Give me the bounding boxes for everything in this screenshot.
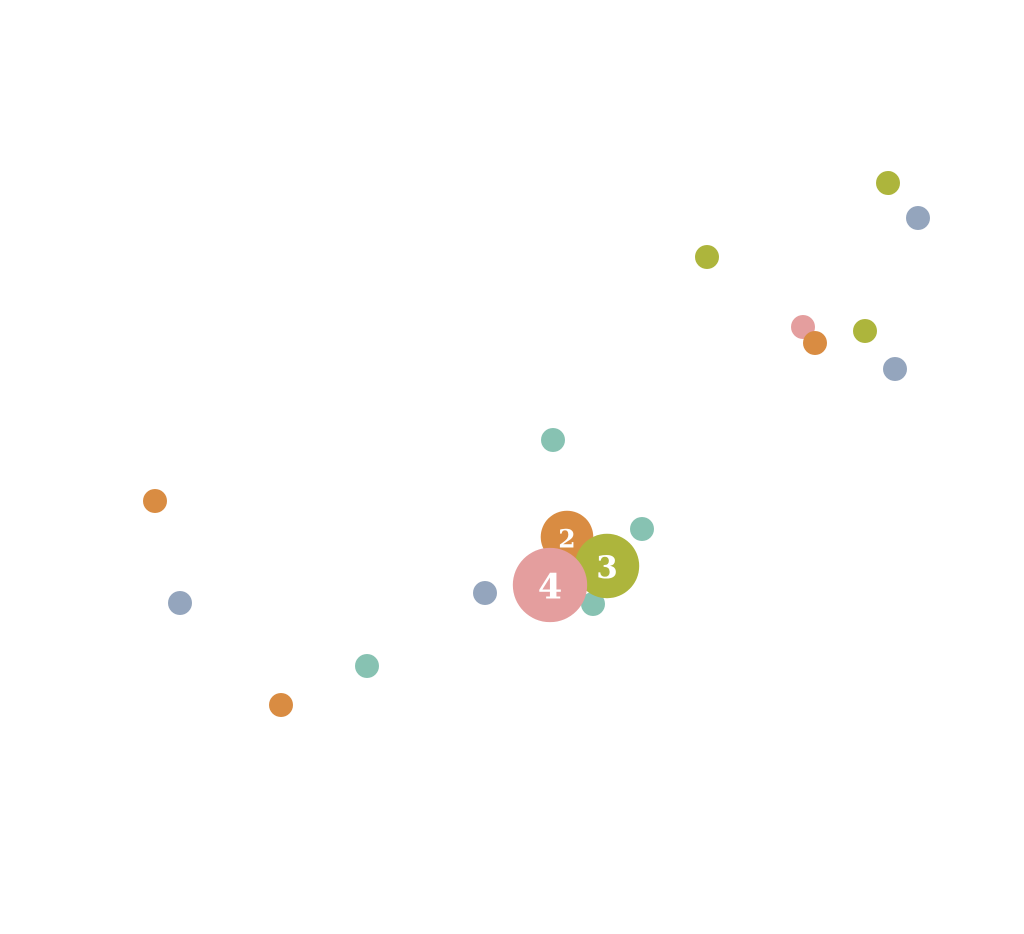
data-point-6 (541, 428, 565, 452)
data-point-4 (355, 654, 379, 678)
data-point-11 (803, 331, 827, 355)
data-point-5 (473, 581, 497, 605)
clusters-layer: 234 (512, 510, 640, 623)
data-point-2 (168, 591, 192, 615)
data-point-12 (853, 319, 877, 343)
cluster-marker-4: 4 (512, 547, 588, 623)
cluster-count-label: 4 (538, 567, 562, 608)
data-point-15 (906, 206, 930, 230)
cluster-count-label: 2 (558, 525, 575, 554)
data-point-9 (695, 245, 719, 269)
points-layer (143, 171, 930, 717)
cluster-circle (574, 533, 640, 599)
data-point-14 (876, 171, 900, 195)
data-point-1 (143, 489, 167, 513)
data-point-8 (630, 517, 654, 541)
data-point-3 (269, 693, 293, 717)
data-point-7 (581, 592, 605, 616)
data-point-13 (883, 357, 907, 381)
cluster-marker-3: 3 (574, 533, 640, 599)
cluster-count-label: 3 (596, 550, 618, 586)
cluster-circle (512, 547, 588, 623)
